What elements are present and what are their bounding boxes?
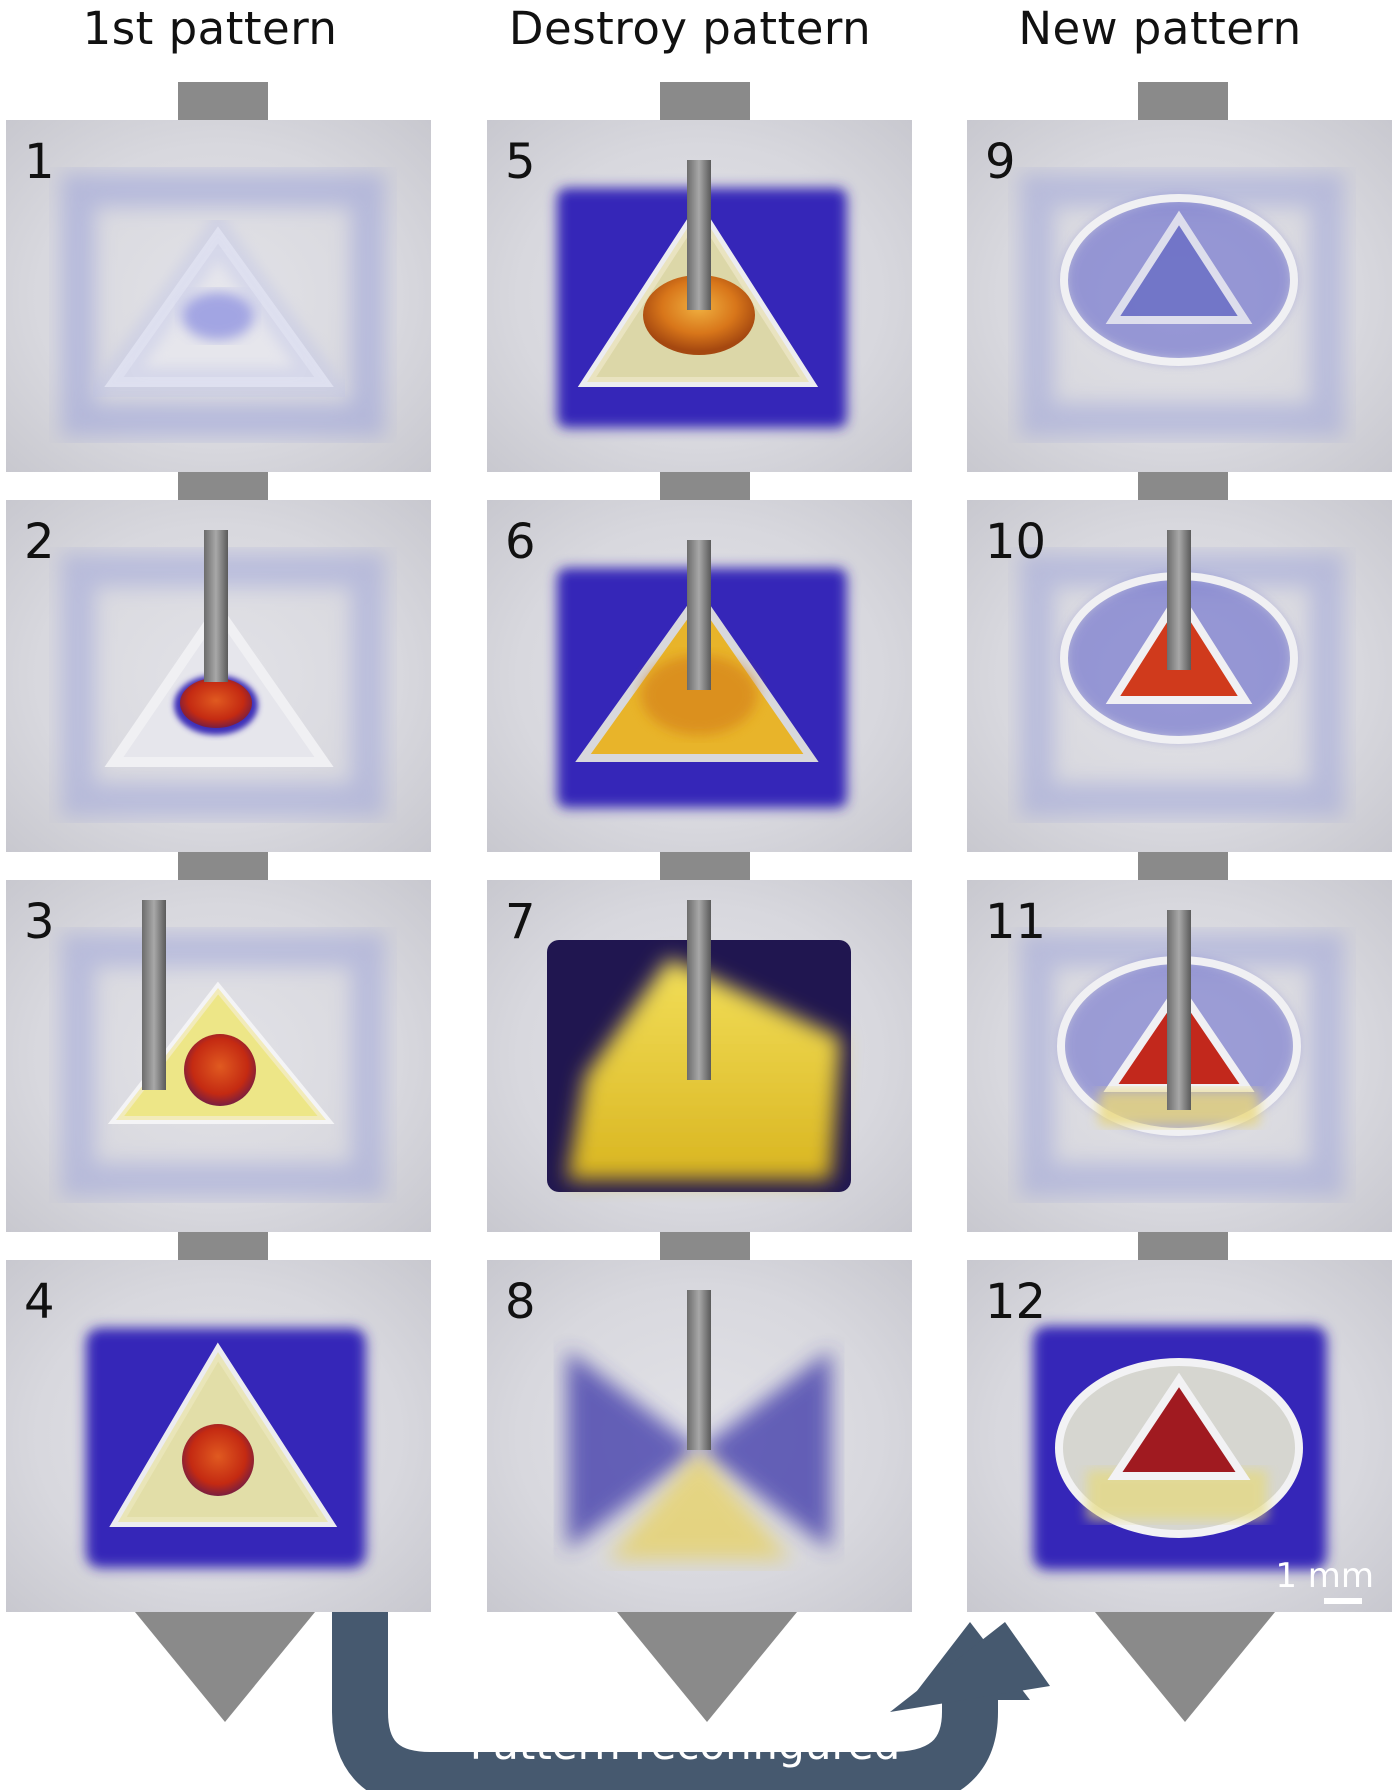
panel-3: 3 — [6, 880, 431, 1232]
panel-number: 1 — [24, 134, 55, 190]
panel-3-image — [61, 900, 385, 1197]
panel-number: 7 — [505, 894, 536, 950]
down-arrow-3 — [1095, 1612, 1275, 1722]
panel-1-image — [61, 173, 385, 437]
pattern-reconfigured-arrow — [332, 1612, 1050, 1790]
panel-number: 2 — [24, 514, 55, 570]
scale-bar — [1324, 1598, 1362, 1604]
panel-7-image — [547, 900, 851, 1192]
down-arrow-1 — [135, 1612, 315, 1722]
panel-2-image — [61, 530, 385, 817]
panel-number: 9 — [985, 134, 1016, 190]
panel-number: 4 — [24, 1274, 55, 1330]
panel-4-image — [86, 1328, 366, 1568]
panel-12-image — [1033, 1326, 1327, 1570]
panel-7: 7 — [487, 880, 912, 1232]
panel-number: 12 — [985, 1274, 1047, 1330]
column-header-1st-pattern: 1st pattern — [82, 2, 338, 55]
panel-10-image — [1020, 530, 1344, 817]
panel-1: 1 — [6, 120, 431, 472]
panel-8-image — [567, 1290, 831, 1560]
column-header-new-pattern: New pattern — [1018, 2, 1302, 55]
column-header-destroy-pattern: Destroy pattern — [508, 2, 872, 55]
panel-6-image — [557, 540, 847, 808]
panel-number: 5 — [505, 134, 536, 190]
panel-2: 2 — [6, 500, 431, 852]
panel-number: 11 — [985, 894, 1047, 950]
pattern-reconfigured-label: Pattern reconfigured — [469, 1720, 901, 1769]
down-arrow-2 — [617, 1612, 797, 1722]
panel-number: 6 — [505, 514, 536, 570]
panel-9: 9 — [967, 120, 1392, 472]
panel-11: 11 — [967, 880, 1392, 1232]
panel-9-image — [1020, 173, 1344, 437]
panel-8: 8 — [487, 1260, 912, 1612]
panel-6: 6 — [487, 500, 912, 852]
panel-4: 4 — [6, 1260, 431, 1612]
panel-number: 10 — [985, 514, 1047, 570]
panel-5-image — [557, 160, 847, 428]
panel-5: 5 — [487, 120, 912, 472]
panel-number: 8 — [505, 1274, 536, 1330]
panel-number: 3 — [24, 894, 55, 950]
panel-12: 12 1 mm — [967, 1260, 1392, 1612]
scale-bar-label: 1 mm — [1275, 1556, 1374, 1596]
panel-10: 10 — [967, 500, 1392, 852]
panel-11-image — [1020, 910, 1344, 1197]
